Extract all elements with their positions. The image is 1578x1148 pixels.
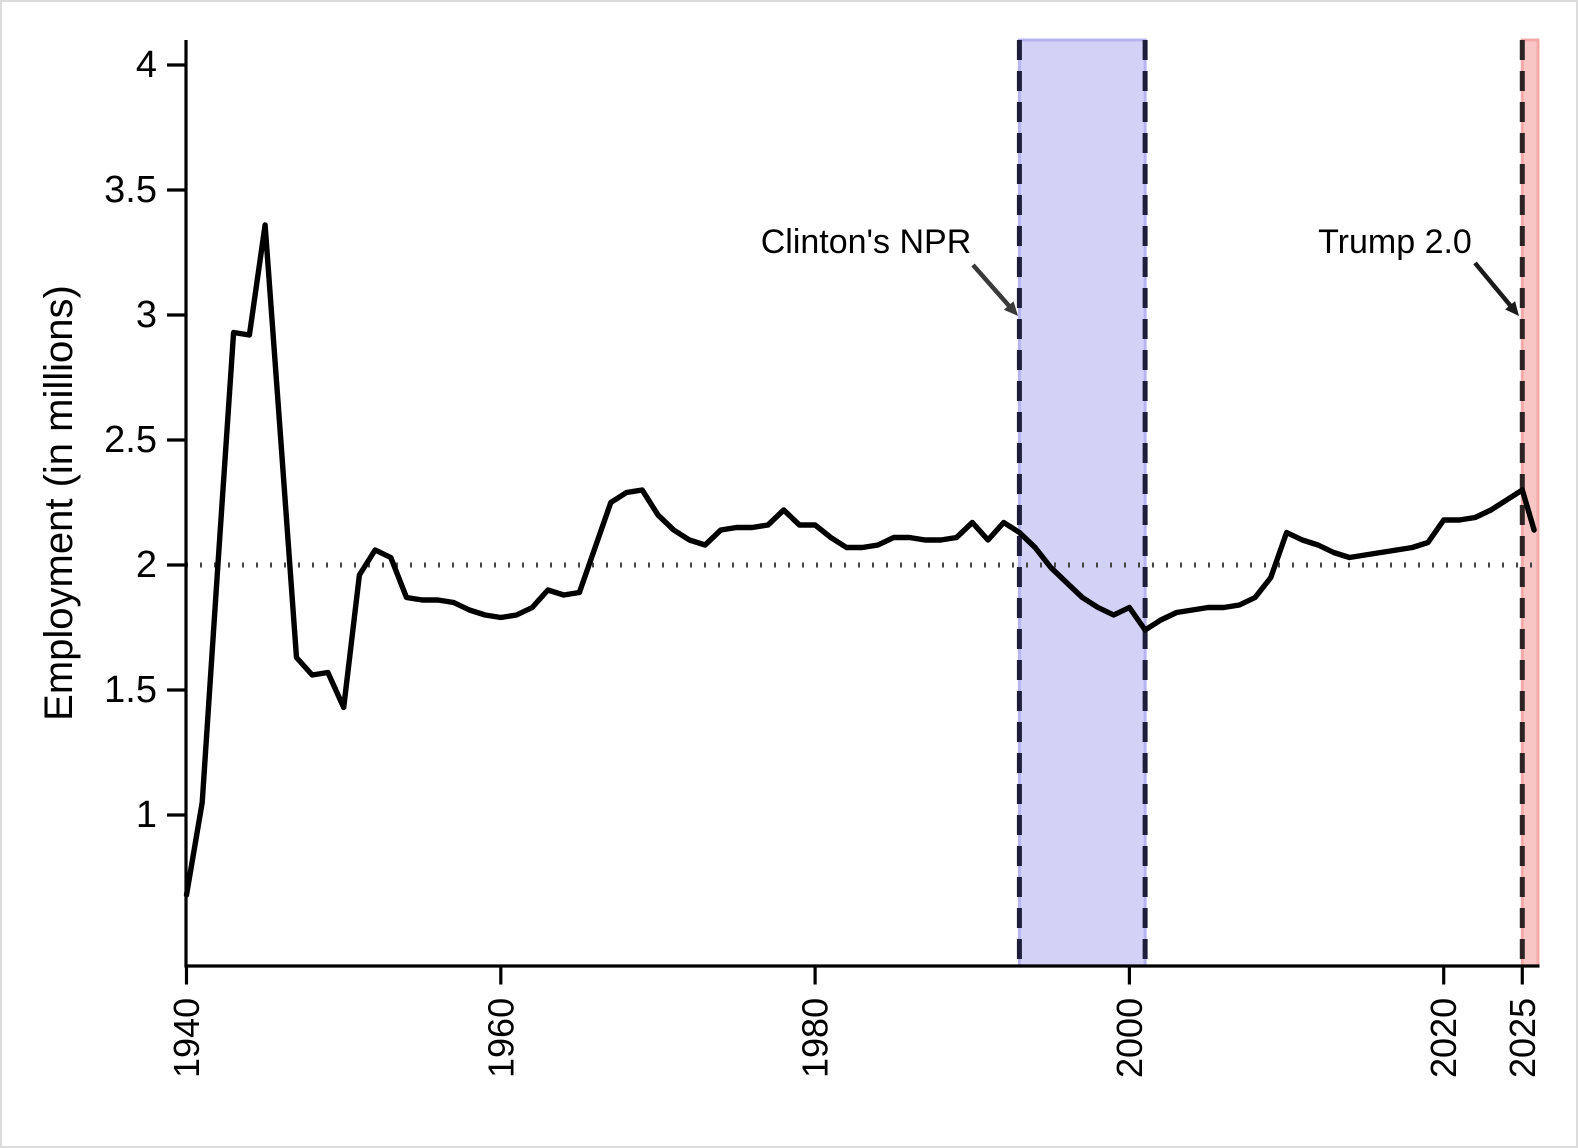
y-tick-label: 4 bbox=[136, 44, 157, 86]
clintons-npr-annotation-arrow-line bbox=[971, 263, 1014, 311]
annotations: Clinton's NPR Trump 2.0 bbox=[761, 223, 1519, 316]
x-tick-label: 1960 bbox=[480, 998, 521, 1078]
y-tick-label: 2.5 bbox=[104, 419, 157, 461]
clintons-npr-annotation-label: Clinton's NPR bbox=[761, 223, 972, 261]
y-tick-label: 1.5 bbox=[104, 669, 157, 711]
x-axis-ticks: 1940 1960 1980 2000 2020 2025 bbox=[166, 967, 1543, 1078]
x-tick-label: 1940 bbox=[166, 998, 207, 1078]
x-tick-label: 2025 bbox=[1502, 998, 1543, 1078]
trump-2-annotation-arrow-line bbox=[1473, 261, 1515, 311]
y-tick-label: 1 bbox=[136, 794, 157, 836]
trump-2-annotation-label: Trump 2.0 bbox=[1318, 223, 1472, 261]
clintons-npr-band bbox=[1017, 38, 1147, 968]
y-tick-label: 2 bbox=[136, 544, 157, 586]
y-axis-title: Employment (in millions) bbox=[37, 285, 81, 721]
y-tick-label: 3.5 bbox=[104, 169, 157, 211]
y-axis-ticks: 1 1.5 2 2.5 3 3.5 4 bbox=[104, 44, 185, 836]
y-tick-label: 3 bbox=[136, 294, 157, 336]
employment-line bbox=[183, 222, 1537, 898]
x-tick-label: 2020 bbox=[1423, 998, 1464, 1078]
axes: 1 1.5 2 2.5 3 3.5 4 1940 1960 1980 2000 2020 2025 bbox=[104, 40, 1543, 1078]
shaded-bands bbox=[1016, 38, 1540, 968]
x-tick-label: 2000 bbox=[1109, 998, 1150, 1078]
clintons-npr-annotation-arrowhead bbox=[1003, 301, 1018, 316]
x-tick-label: 1980 bbox=[795, 998, 836, 1078]
trump-2-annotation-arrowhead bbox=[1505, 301, 1519, 316]
